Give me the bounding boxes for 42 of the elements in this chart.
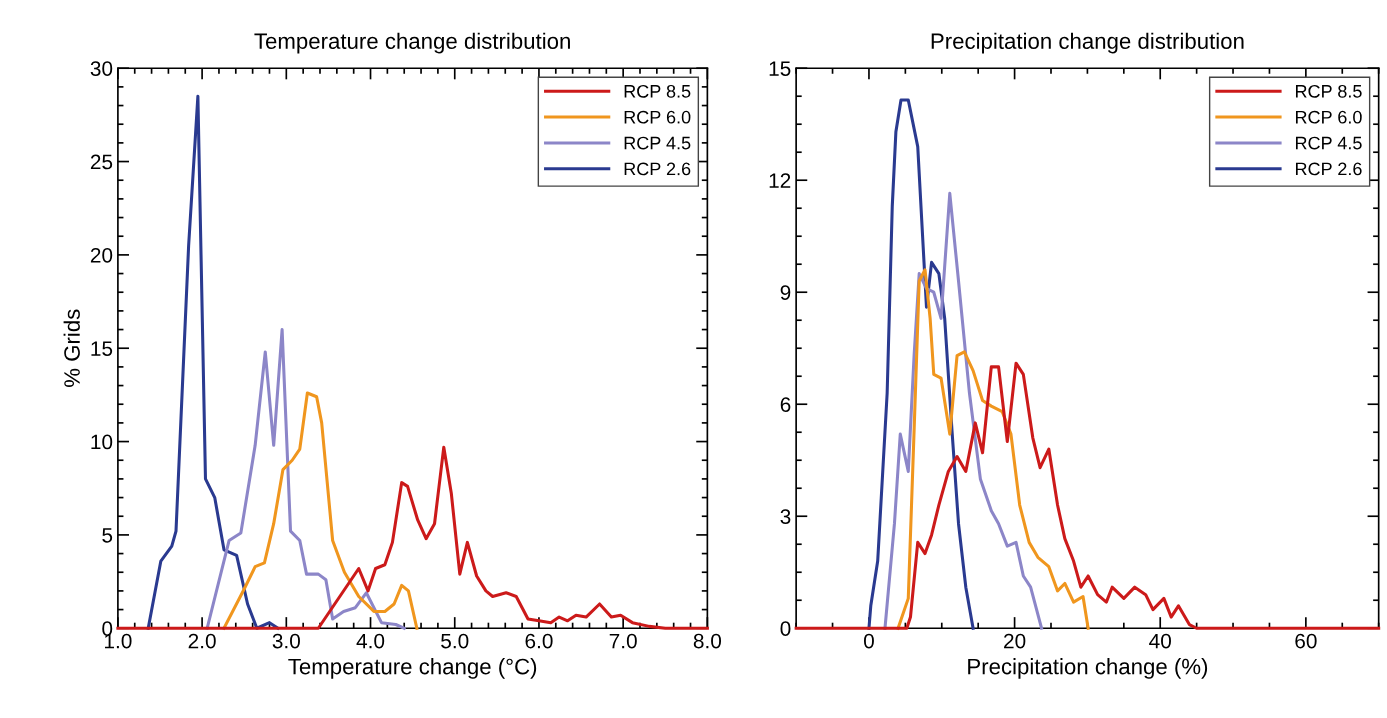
y-tick-label: 15 [769,61,791,76]
y-tick-label: 30 [90,61,113,76]
y-tick-label: 0 [780,621,791,636]
line-series [883,191,1044,630]
legend-label: RCP 2.6 [1295,162,1362,176]
x-tick-label: 6.0 [525,633,553,649]
y-tick-label: 12 [769,173,791,188]
line-series [222,391,419,630]
y-tick-label: 3 [780,509,791,524]
legend-label: RCP 4.5 [1295,136,1362,150]
x-tick-label: 2.0 [188,633,216,649]
line-series [205,328,406,630]
legend-label: RCP 4.5 [624,136,691,150]
x-tick-label: 3.0 [272,633,300,649]
x-tick-label: 40 [1149,633,1171,649]
line-series [146,94,280,630]
x-axis-title: Temperature change (°C) [288,658,537,679]
chart-title: Temperature change distribution [254,32,570,54]
y-tick-label: 15 [91,341,113,356]
x-tick-label: 7.0 [609,633,637,649]
y-axis-title: % Grids [63,309,80,387]
x-tick-label: 0 [863,633,874,649]
x-tick-label: 5.0 [441,633,469,649]
x-tick-label: 4.0 [356,633,385,649]
line-series [867,98,975,630]
y-tick-label: 9 [780,285,791,300]
legend-label: RCP 2.6 [624,162,691,176]
y-tick-label: 6 [780,397,791,412]
y-tick-label: 5 [102,528,113,543]
chart-title: Precipitation change distribution [931,32,1244,54]
y-tick-label: 25 [90,154,113,170]
x-axis-title: Precipitation change (%) [968,658,1208,679]
legend-label: RCP 6.0 [1295,110,1362,124]
x-tick-label: 20 [1004,633,1026,649]
line-series [896,268,1090,630]
legend-label: RCP 6.0 [624,110,691,124]
legend-label: RCP 8.5 [1295,84,1362,98]
x-tick-label: 8.0 [693,633,722,649]
y-tick-label: 20 [90,247,113,263]
legend-label: RCP 8.5 [624,84,691,98]
y-tick-label: 10 [91,434,113,450]
x-tick-label: 60 [1295,633,1317,649]
